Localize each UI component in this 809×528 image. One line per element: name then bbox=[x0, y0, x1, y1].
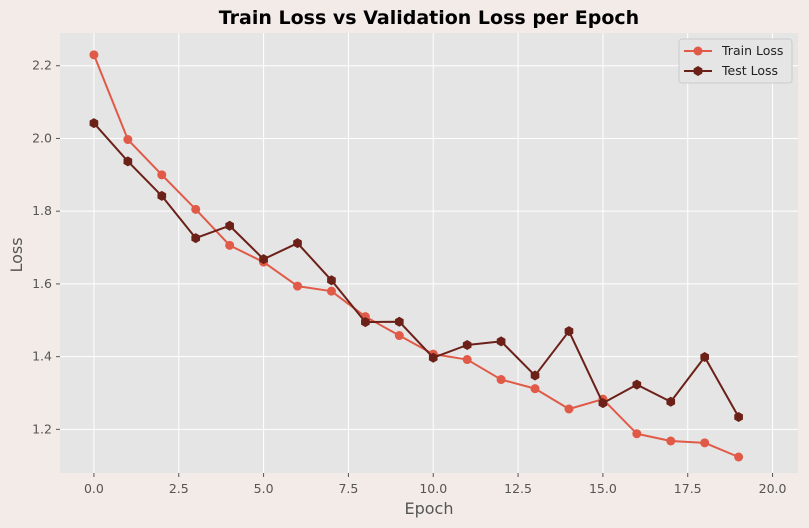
data-point-test-loss bbox=[428, 352, 438, 363]
legend-marker-test bbox=[693, 66, 703, 76]
y-tick-label: 1.6 bbox=[32, 276, 52, 291]
x-axis-ticks: 0.0 2.5 5.0 7.5 10.0 12.5 15.0 17.5 20.0 bbox=[84, 473, 787, 496]
data-point-test-loss bbox=[89, 118, 99, 129]
data-point-train-loss bbox=[496, 375, 506, 385]
series-group bbox=[89, 50, 744, 462]
data-point-test-loss bbox=[327, 275, 336, 286]
data-point-test-loss bbox=[123, 156, 133, 167]
series-line-test-loss bbox=[93, 122, 740, 418]
data-point-test-loss bbox=[564, 326, 574, 337]
data-point-test-loss bbox=[191, 233, 201, 244]
legend-label-test: Test Loss bbox=[721, 63, 778, 78]
x-tick-label: 10.0 bbox=[419, 481, 447, 496]
data-point-train-loss bbox=[191, 204, 201, 214]
data-point-train-loss bbox=[530, 384, 540, 394]
legend-marker-train bbox=[693, 46, 703, 56]
data-point-train-loss bbox=[293, 281, 303, 291]
data-point-test-loss bbox=[666, 396, 676, 407]
x-axis-label: Epoch bbox=[405, 499, 454, 518]
x-tick-label: 0.0 bbox=[84, 481, 104, 496]
data-point-test-loss bbox=[293, 238, 302, 249]
legend: Train Loss Test Loss bbox=[678, 38, 793, 84]
y-tick-label: 1.2 bbox=[32, 421, 52, 436]
series-line-train-loss bbox=[93, 54, 740, 458]
data-point-test-loss bbox=[632, 379, 642, 390]
x-tick-label: 20.0 bbox=[759, 481, 787, 496]
data-point-train-loss bbox=[666, 436, 676, 446]
data-point-train-loss bbox=[632, 429, 642, 439]
data-point-train-loss bbox=[225, 240, 235, 250]
data-point-test-loss bbox=[700, 352, 710, 362]
y-tick-label: 2.2 bbox=[32, 58, 52, 73]
y-axis-ticks: 1.2 1.4 1.6 1.8 2.0 2.2 bbox=[32, 58, 60, 436]
x-tick-label: 12.5 bbox=[504, 481, 532, 496]
data-point-test-loss bbox=[361, 317, 370, 328]
x-tick-label: 17.5 bbox=[674, 481, 702, 496]
data-point-train-loss bbox=[123, 135, 133, 145]
data-point-test-loss bbox=[598, 398, 608, 409]
series-train-loss bbox=[89, 50, 744, 462]
x-tick-label: 7.5 bbox=[338, 481, 358, 496]
data-point-train-loss bbox=[89, 50, 99, 60]
chart-title: Train Loss vs Validation Loss per Epoch bbox=[219, 7, 639, 29]
data-point-test-loss bbox=[394, 316, 404, 327]
data-point-train-loss bbox=[326, 286, 336, 296]
data-point-test-loss bbox=[734, 412, 743, 422]
legend-label-train: Train Loss bbox=[721, 43, 783, 58]
data-point-test-loss bbox=[496, 336, 506, 347]
data-point-train-loss bbox=[700, 438, 710, 448]
x-tick-label: 5.0 bbox=[254, 481, 274, 496]
data-point-test-loss bbox=[225, 220, 234, 231]
data-point-train-loss bbox=[462, 355, 472, 365]
x-tick-label: 2.5 bbox=[169, 481, 189, 496]
x-tick-label: 15.0 bbox=[589, 481, 617, 496]
data-point-test-loss bbox=[157, 190, 167, 201]
y-tick-label: 1.4 bbox=[32, 349, 52, 364]
y-tick-label: 2.0 bbox=[32, 130, 52, 145]
data-point-train-loss bbox=[734, 452, 744, 462]
data-point-train-loss bbox=[394, 331, 404, 341]
data-point-train-loss bbox=[157, 170, 167, 180]
y-tick-label: 1.8 bbox=[32, 203, 52, 218]
data-point-test-loss bbox=[530, 370, 540, 381]
data-point-test-loss bbox=[259, 254, 268, 265]
data-point-test-loss bbox=[462, 340, 472, 350]
y-axis-label: Loss bbox=[7, 237, 26, 272]
series-test-loss bbox=[89, 118, 743, 422]
data-point-train-loss bbox=[564, 404, 574, 414]
